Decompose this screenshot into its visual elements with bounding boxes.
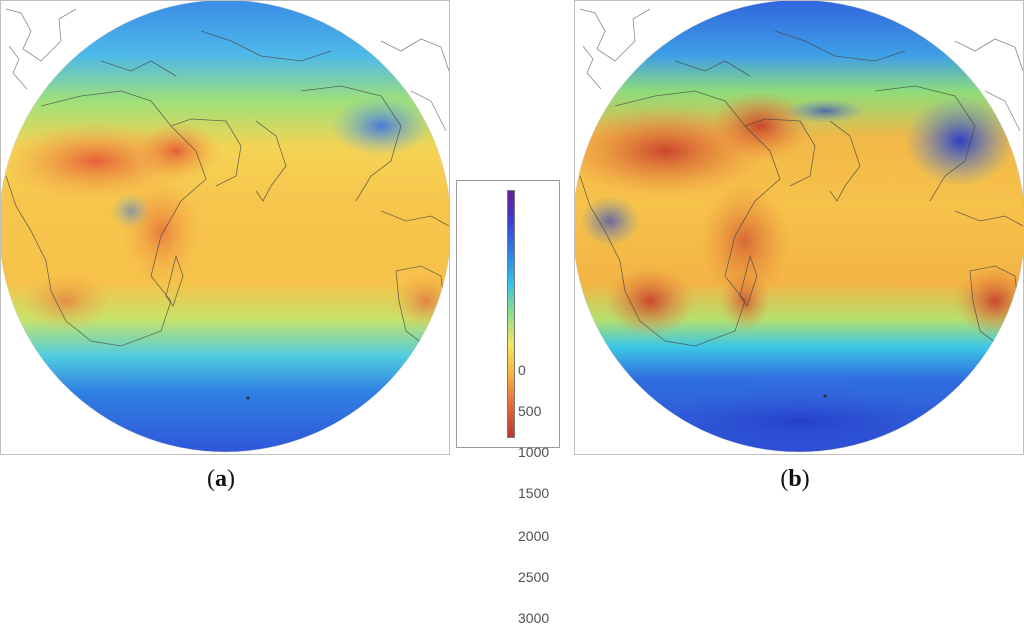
irradiance-field-a: [1, 1, 449, 452]
tick-label: 3000: [518, 610, 550, 626]
tick-label: 1500: [518, 485, 550, 501]
panel-caption-b: (b): [780, 466, 810, 492]
disk-map-b: [575, 1, 1023, 453]
outer-coastlines-b: [579, 8, 1023, 132]
coastlines-a: [5, 30, 449, 347]
tick-label: 0: [518, 362, 526, 378]
colorbar-gradient: [507, 190, 515, 438]
tick-label: 500: [518, 403, 542, 419]
caption-letter: a: [215, 466, 227, 492]
outer-coastlines-a: [5, 8, 449, 132]
caption-letter: b: [788, 466, 802, 492]
irradiance-field-b: [575, 1, 1023, 452]
tick-label: 2500: [518, 569, 550, 585]
colorbar-legend: 0 500 1000 1500 2000 2500 3000: [456, 180, 560, 625]
tick-label: 1000: [518, 444, 550, 460]
tick-label: 2000: [518, 528, 550, 544]
map-panel-b: [574, 0, 1024, 455]
coastlines-b: [579, 30, 1023, 347]
disk-map-a: [1, 1, 449, 453]
panel-caption-a: (a): [207, 466, 235, 492]
map-panel-a: [0, 0, 450, 455]
